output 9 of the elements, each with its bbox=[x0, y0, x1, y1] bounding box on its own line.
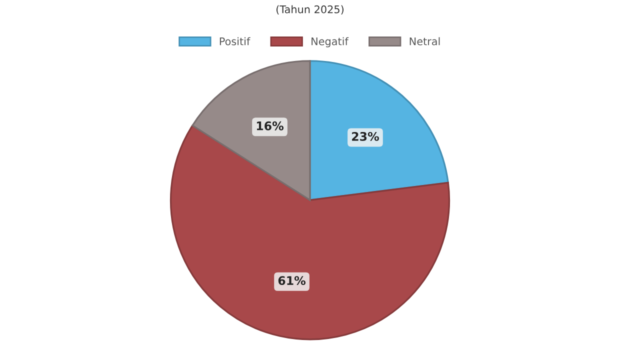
pie-slice bbox=[192, 60, 311, 201]
legend-label: Netral bbox=[410, 37, 440, 46]
data-label: 16% bbox=[256, 121, 284, 130]
legend-label: Positif bbox=[220, 37, 250, 46]
data-label: 61% bbox=[278, 276, 306, 286]
pie-slice bbox=[309, 60, 449, 201]
data-label: 23% bbox=[352, 132, 379, 141]
legend-label: Negatif bbox=[312, 37, 349, 48]
chart-subtitle: (Tahun 2025) bbox=[276, 5, 344, 15]
